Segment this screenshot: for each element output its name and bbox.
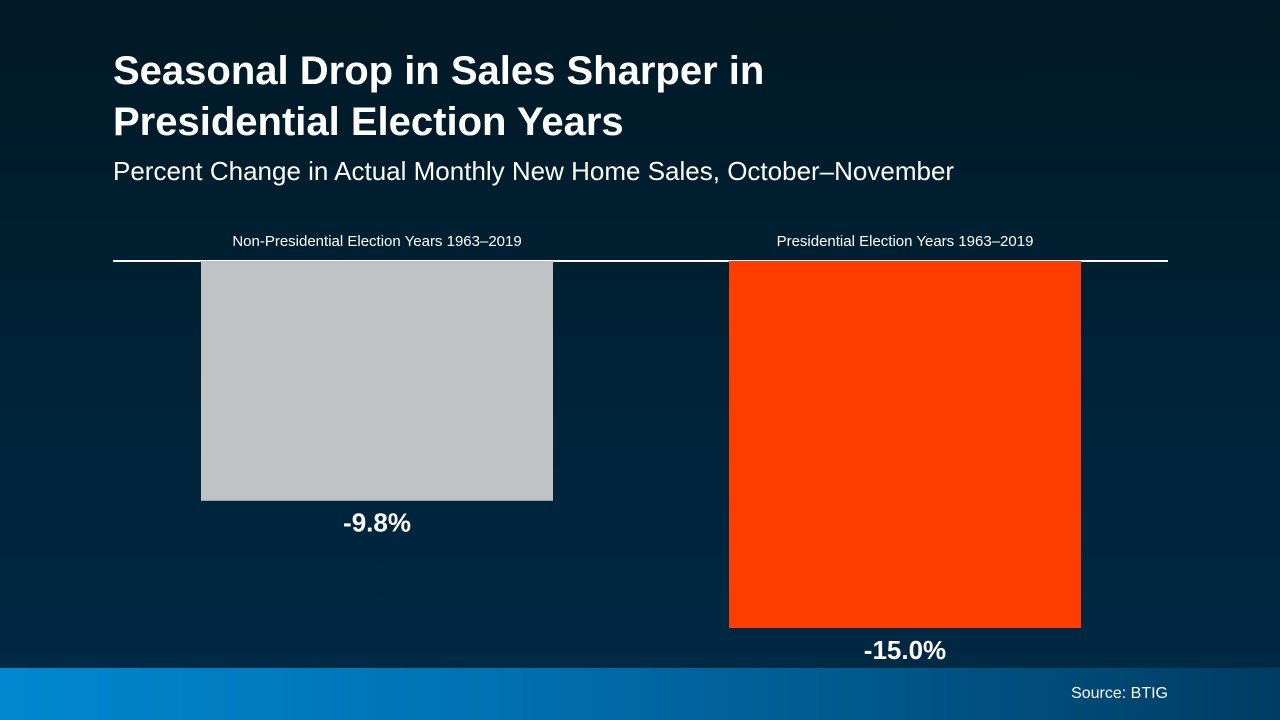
chart-subtitle: Percent Change in Actual Monthly New Hom… — [113, 156, 955, 186]
bar — [201, 261, 553, 501]
value-label: -9.8% — [343, 508, 411, 538]
value-label: -15.0% — [864, 635, 946, 665]
chart-title: Seasonal Drop in Sales Sharper in Presid… — [113, 49, 765, 144]
bar — [729, 261, 1081, 628]
category-label: Presidential Election Years 1963–2019 — [777, 233, 1034, 250]
footer: Source: BTIG — [0, 668, 1280, 720]
source: Source: BTIG — [1071, 685, 1168, 702]
chart: Non-Presidential Election Years 1963–201… — [201, 233, 1081, 665]
category-label: Non-Presidential Election Years 1963–201… — [232, 233, 521, 250]
